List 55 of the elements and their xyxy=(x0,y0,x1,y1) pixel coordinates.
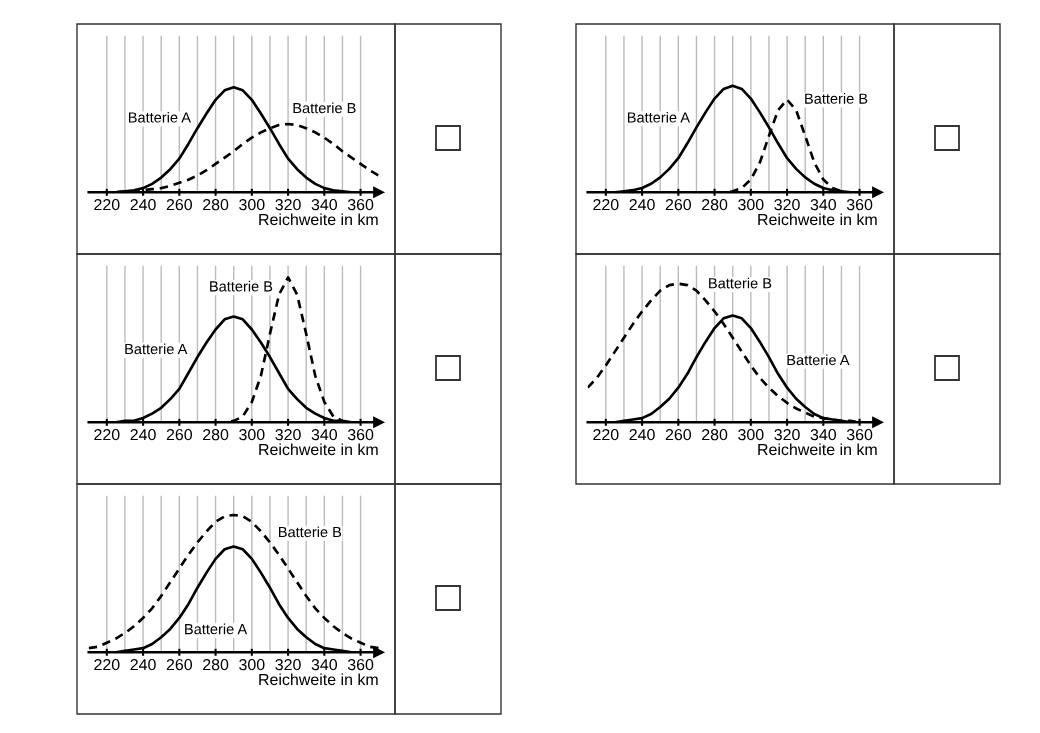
x-tick-label: 360 xyxy=(347,428,374,441)
x-tick-label: 240 xyxy=(130,428,156,441)
x-axis-title: Reichweite in km xyxy=(259,213,378,226)
x-tick-label: 260 xyxy=(665,198,692,211)
x-tick-label: 340 xyxy=(311,658,338,671)
x-tick-label: 320 xyxy=(774,198,800,211)
x-tick-label: 240 xyxy=(629,198,655,211)
series-label: Batterie B xyxy=(805,93,868,104)
x-tick-label: 320 xyxy=(774,428,800,441)
x-tick-label: 260 xyxy=(166,428,193,441)
x-tick-label: 240 xyxy=(130,658,156,671)
x-tick-label: 220 xyxy=(94,658,120,671)
series-label: Batterie A xyxy=(125,343,188,355)
x-tick-label: 300 xyxy=(239,428,265,441)
x-tick-label: 260 xyxy=(665,428,692,441)
x-tick-label: 240 xyxy=(629,428,655,441)
x-tick-label: 260 xyxy=(166,658,193,671)
series-label: Batterie A xyxy=(185,623,248,635)
x-tick-label: 320 xyxy=(275,428,301,441)
series-label: Batterie A xyxy=(627,111,690,123)
x-tick-label: 360 xyxy=(846,428,873,441)
x-tick-label: 280 xyxy=(702,198,728,211)
x-tick-label: 280 xyxy=(203,658,229,671)
x-tick-label: 360 xyxy=(347,658,374,671)
x-tick-label: 300 xyxy=(738,198,764,211)
x-tick-label: 280 xyxy=(203,198,229,211)
x-tick-label: 280 xyxy=(702,428,728,441)
series-label: Batterie B xyxy=(293,102,356,114)
series-label: Batterie B xyxy=(279,526,342,538)
x-tick-label: 220 xyxy=(94,428,120,441)
x-tick-label: 300 xyxy=(239,198,265,211)
x-tick-label: 360 xyxy=(846,198,873,211)
x-tick-label: 340 xyxy=(810,428,837,441)
series-label: Batterie B xyxy=(210,280,273,292)
x-axis-title: Reichweite in km xyxy=(758,213,877,226)
series-label: Batterie A xyxy=(128,111,191,123)
x-axis-title: Reichweite in km xyxy=(259,673,378,686)
x-tick-label: 340 xyxy=(810,198,837,211)
x-tick-label: 300 xyxy=(239,658,265,671)
x-tick-label: 280 xyxy=(203,428,229,441)
x-tick-label: 220 xyxy=(593,198,619,211)
x-tick-label: 360 xyxy=(347,198,374,211)
x-tick-label: 340 xyxy=(311,198,338,211)
x-tick-label: 260 xyxy=(166,198,193,211)
x-tick-label: 340 xyxy=(311,428,338,441)
series-label: Batterie A xyxy=(787,354,850,366)
x-tick-label: 320 xyxy=(275,658,301,671)
x-tick-label: 240 xyxy=(130,198,156,211)
x-tick-label: 220 xyxy=(593,428,619,441)
x-tick-label: 320 xyxy=(275,198,301,211)
series-label: Batterie B xyxy=(709,277,772,289)
x-tick-label: 300 xyxy=(738,428,764,441)
x-axis-title: Reichweite in km xyxy=(758,443,877,456)
x-axis-title: Reichweite in km xyxy=(259,443,378,456)
x-tick-label: 220 xyxy=(94,198,120,211)
